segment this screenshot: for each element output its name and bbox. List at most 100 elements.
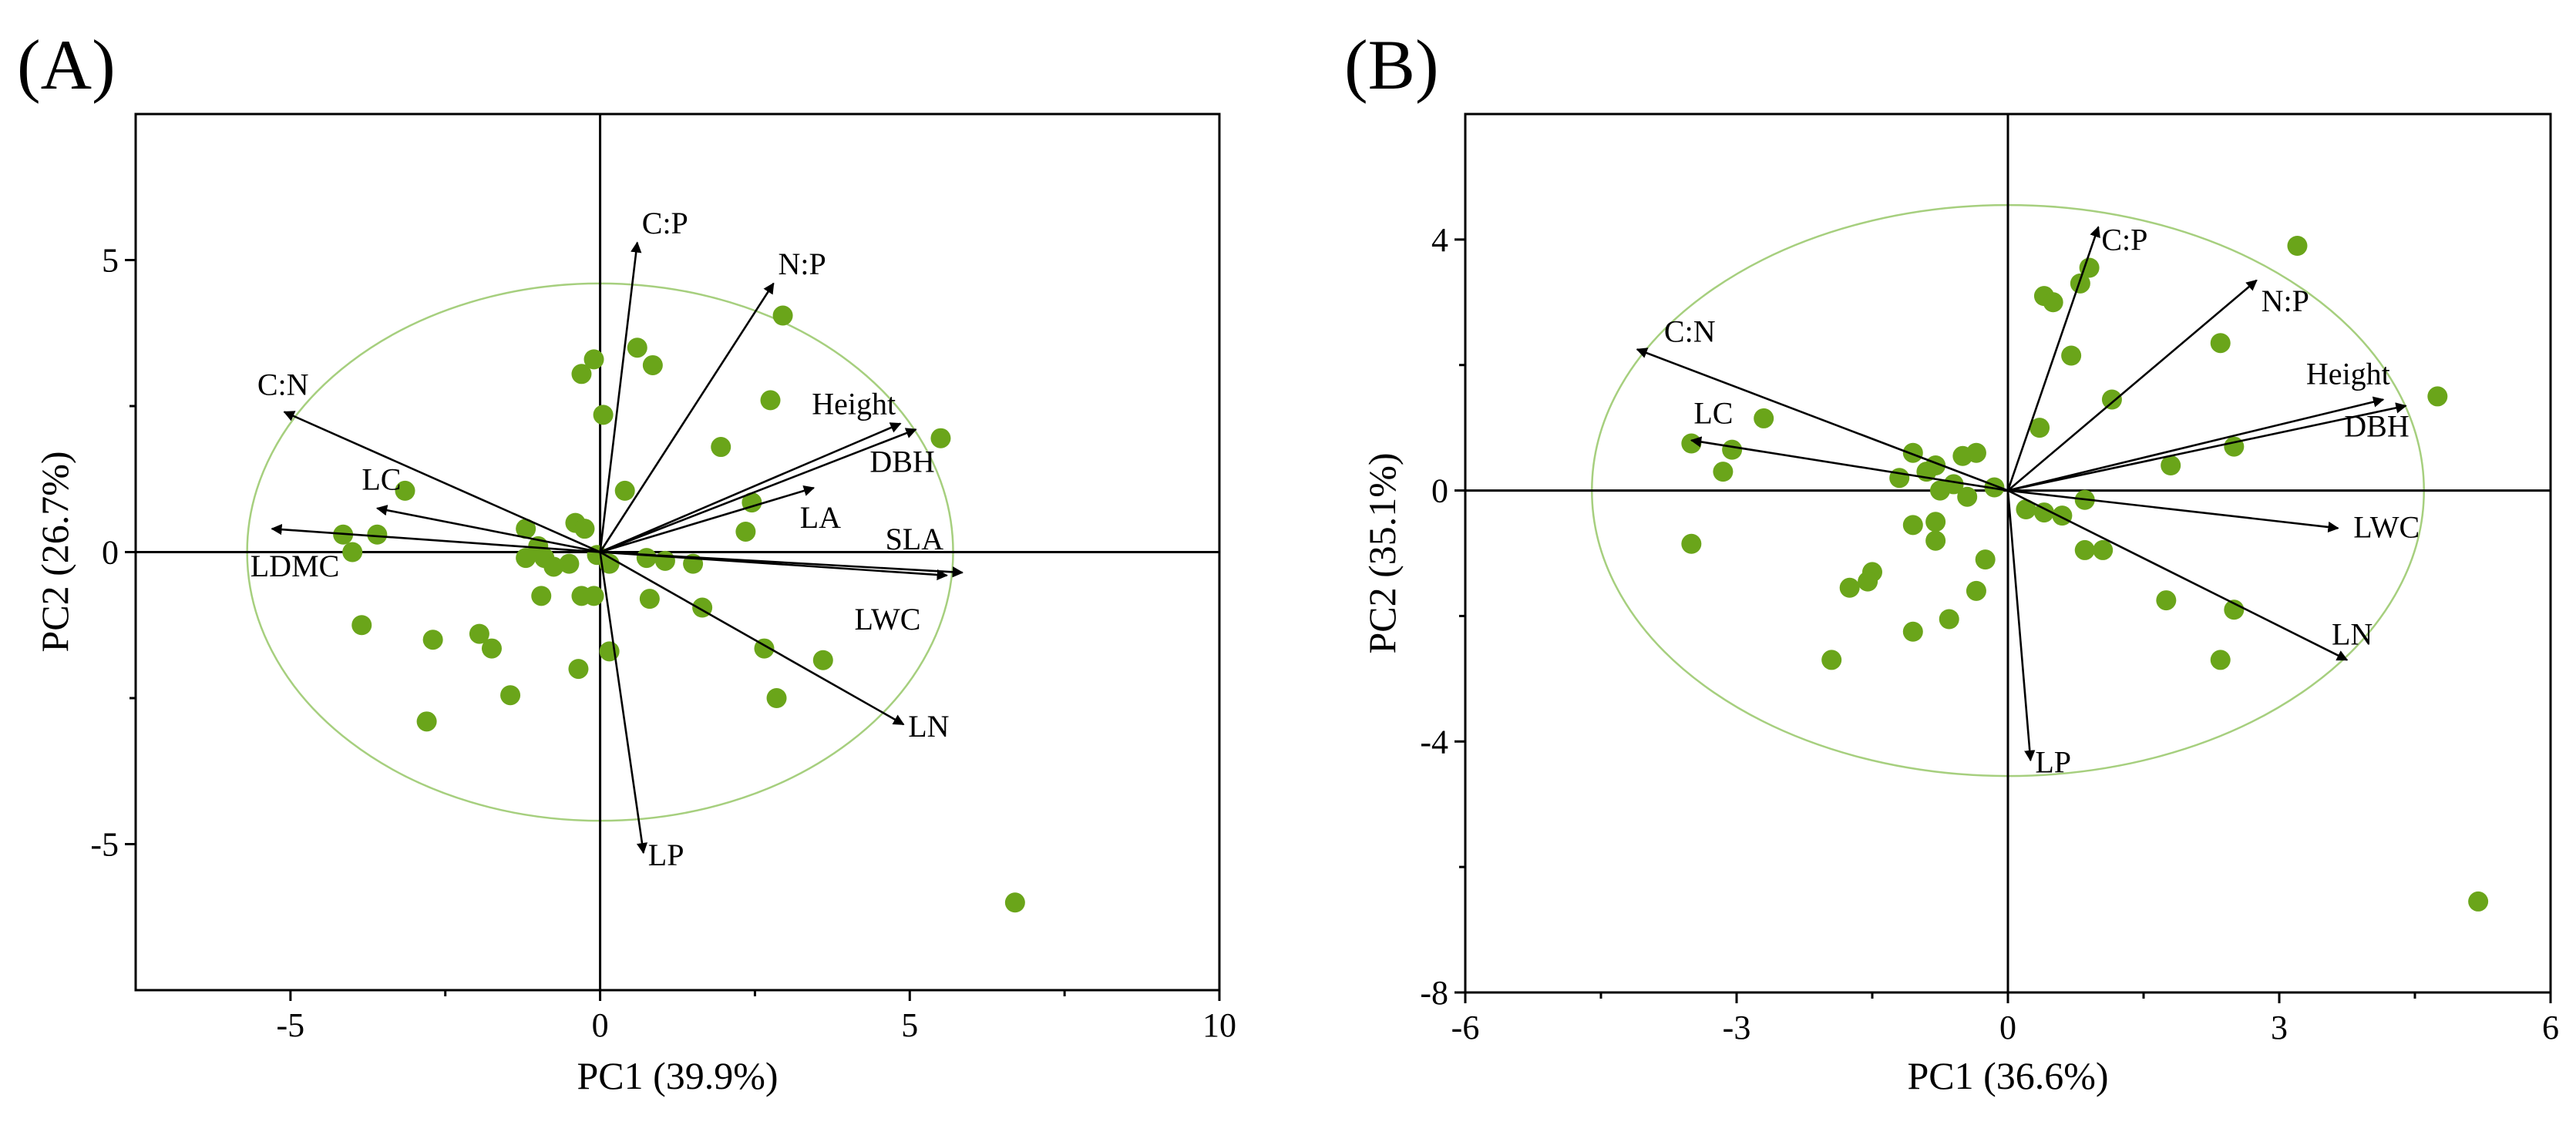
loading-arrow-c-p (599, 241, 642, 552)
data-point (1858, 571, 1878, 592)
x-tick-label: 0 (1999, 1009, 2016, 1046)
x-tick-label: 0 (592, 1006, 609, 1044)
x-axis-title-b: PC1 (36.6%) (1907, 1054, 2108, 1097)
loading-label-lc: LC (1693, 395, 1733, 430)
loading-label-lp: LP (648, 838, 684, 872)
y-tick-label: 4 (1431, 221, 1448, 259)
x-tick-label: 10 (1202, 1006, 1236, 1044)
loading-label-height: Height (812, 387, 896, 421)
x-tick-label: -6 (1451, 1009, 1480, 1046)
data-point (1966, 580, 1986, 601)
data-point (2030, 418, 2050, 438)
data-point (2070, 273, 2090, 294)
ticks-a: -5 0 5 10 -5 0 5 (90, 242, 1236, 1045)
loading-arrow-ln (599, 551, 905, 726)
data-point (1925, 512, 1946, 532)
data-point (2287, 236, 2308, 256)
data-point (2156, 590, 2177, 611)
y-tick-label: 5 (102, 242, 119, 280)
data-point (1722, 439, 1743, 460)
data-point (1754, 408, 1774, 428)
loading-arrow-la (600, 485, 816, 553)
loading-arrow-ln (2007, 489, 2349, 661)
data-point (627, 338, 647, 358)
data-point (2016, 499, 2036, 519)
data-point (812, 650, 833, 670)
data-point (614, 480, 635, 501)
data-point (568, 659, 589, 680)
points-b (1681, 236, 2489, 912)
ticks-b: -6 -3 0 3 6 -8 -4 0 4 (1420, 221, 2559, 1046)
data-point (735, 521, 756, 542)
data-point (1004, 892, 1025, 913)
data-point (367, 524, 388, 545)
data-point (2224, 599, 2245, 620)
loading-arrow-n-p (599, 282, 775, 553)
data-point (711, 437, 731, 458)
data-point (583, 586, 604, 606)
data-point (1889, 468, 1910, 489)
data-point (543, 556, 564, 577)
data-point (583, 349, 604, 370)
loading-label-height: Height (2306, 357, 2390, 391)
loading-arrow-lc (375, 505, 600, 553)
loading-label-c-p: C:P (2101, 223, 2147, 257)
data-point (2210, 650, 2231, 670)
loading-arrow-lwc (600, 551, 948, 581)
data-point (593, 405, 614, 425)
panel-label-b: (B) (1344, 25, 1439, 104)
pca-biplot-a: (A) C:P N:P Height DBH LA SLA LWC LN LP C:N LC LDMC… (17, 25, 1236, 1097)
data-point (574, 519, 595, 539)
data-point (1939, 609, 1959, 630)
data-point (2074, 539, 2095, 560)
loading-arrow-dbh (2007, 402, 2407, 492)
data-point (2079, 257, 2100, 278)
loading-label-c-n: C:N (257, 368, 309, 402)
loading-label-c-n: C:N (1664, 314, 1716, 348)
data-point (1902, 621, 1923, 642)
data-point (2161, 455, 2181, 475)
data-point (2061, 345, 2082, 366)
y-axis-title-b: PC2 (35.1%) (1360, 452, 1404, 653)
y-tick-label: 0 (102, 534, 119, 572)
data-point (1966, 442, 1986, 463)
data-point (930, 428, 951, 448)
data-point (1930, 480, 1950, 501)
data-point (2033, 502, 2054, 523)
data-point (2093, 539, 2114, 560)
data-point (642, 354, 663, 375)
data-point (422, 630, 443, 650)
panel-label-a: (A) (17, 25, 116, 104)
data-point (1925, 530, 1946, 551)
data-point (766, 688, 787, 708)
loading-label-c-p: C:P (642, 206, 688, 240)
loading-label-lwc: LWC (854, 602, 920, 636)
data-point (395, 480, 415, 501)
data-point (500, 685, 521, 706)
data-point (1681, 433, 1702, 454)
loading-vectors-a: C:P N:P Height DBH LA SLA LWC LN LP C:N LC LDMC (251, 206, 964, 872)
data-point (1975, 549, 1996, 570)
data-point (2468, 891, 2489, 912)
x-axis-title-a: PC1 (39.9%) (577, 1054, 778, 1097)
data-point (1839, 577, 1860, 598)
data-point (342, 542, 363, 562)
loading-arrow-c-n (1636, 348, 2009, 492)
loading-label-dbh: DBH (2344, 409, 2409, 444)
x-tick-label: 6 (2542, 1009, 2559, 1046)
data-point (571, 364, 592, 385)
loading-label-ln: LN (2332, 616, 2373, 651)
data-point (1681, 533, 1702, 554)
data-point (559, 553, 580, 574)
loading-arrow-lc (1690, 436, 2009, 492)
loading-label-sla: SLA (886, 522, 944, 556)
axes-b (1465, 114, 2551, 992)
loading-label-lc: LC (362, 462, 401, 497)
data-point (1902, 515, 1923, 536)
y-tick-label: 0 (1431, 472, 1448, 510)
loading-arrow-ldmc (271, 523, 600, 553)
data-point (1902, 442, 1923, 463)
loading-arrow-lp (599, 552, 648, 855)
loading-label-dbh: DBH (869, 444, 934, 479)
